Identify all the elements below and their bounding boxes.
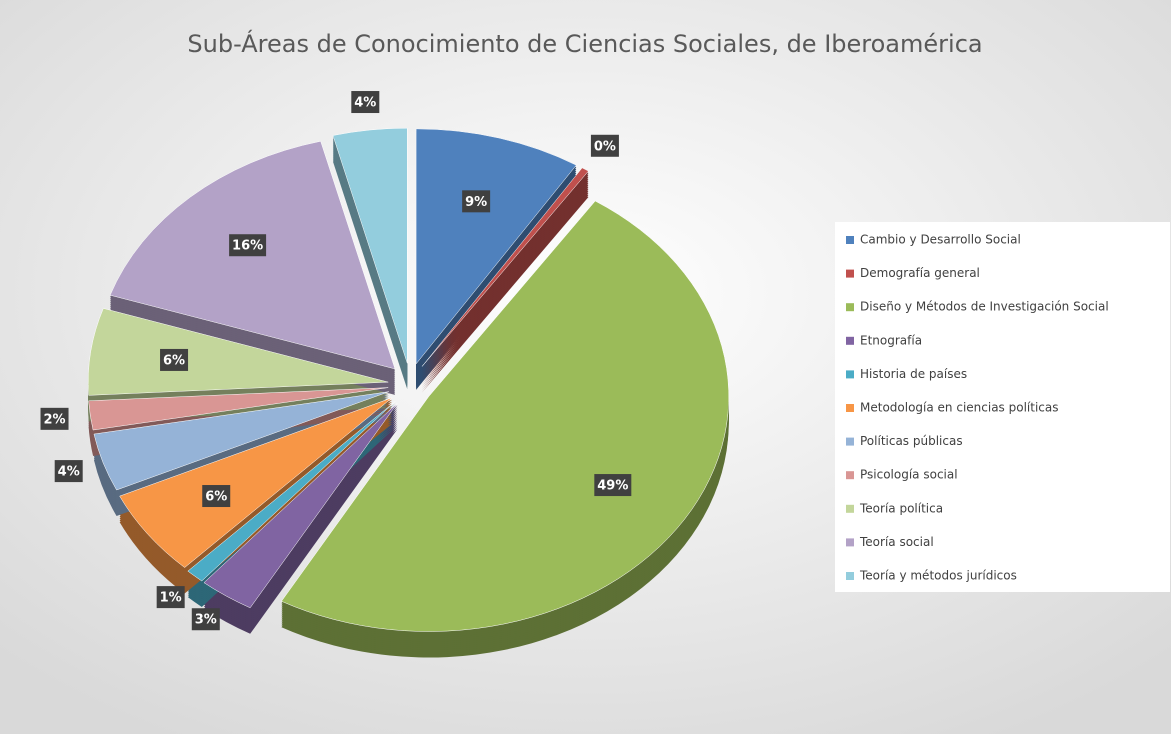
legend-swatch: [846, 370, 854, 379]
legend-label: Políticas públicas: [860, 434, 963, 448]
data-label-box: [160, 348, 189, 371]
data-label: 3%: [195, 613, 217, 628]
legend-label: Demografía general: [860, 266, 980, 280]
legend-label: Teoría política: [859, 501, 943, 515]
slice: [415, 128, 577, 365]
legend-label: Teoría social: [859, 535, 934, 549]
slice: [332, 127, 408, 364]
data-label: 0%: [594, 139, 616, 154]
data-label-box: [351, 91, 380, 114]
slice: [93, 391, 390, 491]
data-label-box: [229, 234, 267, 257]
legend-swatch: [846, 471, 854, 480]
legend-swatch: [846, 404, 854, 412]
data-label-box: [462, 190, 491, 213]
slice: [119, 397, 393, 568]
data-label-box: [54, 460, 83, 483]
legend-swatch: [846, 336, 854, 345]
legend-box: [835, 222, 1170, 592]
legend-label: Diseño y Métodos de Investigación Social: [860, 300, 1109, 314]
legend-label: Cambio y Desarrollo Social: [860, 233, 1021, 247]
data-label-box: [594, 474, 632, 497]
data-label-box: [156, 586, 185, 609]
legend-label: Etnografía: [860, 333, 922, 347]
slice: [87, 308, 389, 396]
data-label: 9%: [465, 195, 487, 210]
data-label: 6%: [163, 353, 185, 368]
legend-label: Teoría y métodos jurídicos: [859, 569, 1017, 583]
data-label: 1%: [160, 591, 182, 606]
legend-swatch: [846, 504, 854, 513]
slice: [88, 387, 389, 431]
legend-label: Historia de países: [860, 367, 967, 381]
slice: [187, 401, 396, 582]
legend-swatch: [846, 572, 854, 580]
legend-swatch: [846, 269, 854, 278]
slice: [421, 167, 589, 367]
legend-swatch: [846, 236, 854, 244]
chart-title: Sub-Áreas de Conocimiento de Ciencias So…: [187, 29, 982, 58]
data-label: 2%: [43, 412, 65, 427]
data-label-box: [40, 407, 69, 430]
data-label: 4%: [58, 465, 80, 480]
data-label: 4%: [354, 96, 376, 111]
data-label: 6%: [205, 490, 227, 505]
slice: [281, 200, 729, 632]
legend-swatch: [846, 538, 854, 547]
legend-swatch: [846, 303, 854, 312]
legend-label: Metodología en ciencias políticas: [860, 401, 1058, 415]
data-label-box: [590, 134, 619, 157]
slice: [203, 402, 398, 609]
legend-swatch: [846, 437, 854, 446]
legend-label: Psicología social: [860, 468, 958, 482]
data-label: 16%: [232, 239, 263, 254]
data-label-box: [191, 608, 220, 631]
data-label: 49%: [597, 479, 628, 494]
data-label-box: [202, 485, 231, 508]
